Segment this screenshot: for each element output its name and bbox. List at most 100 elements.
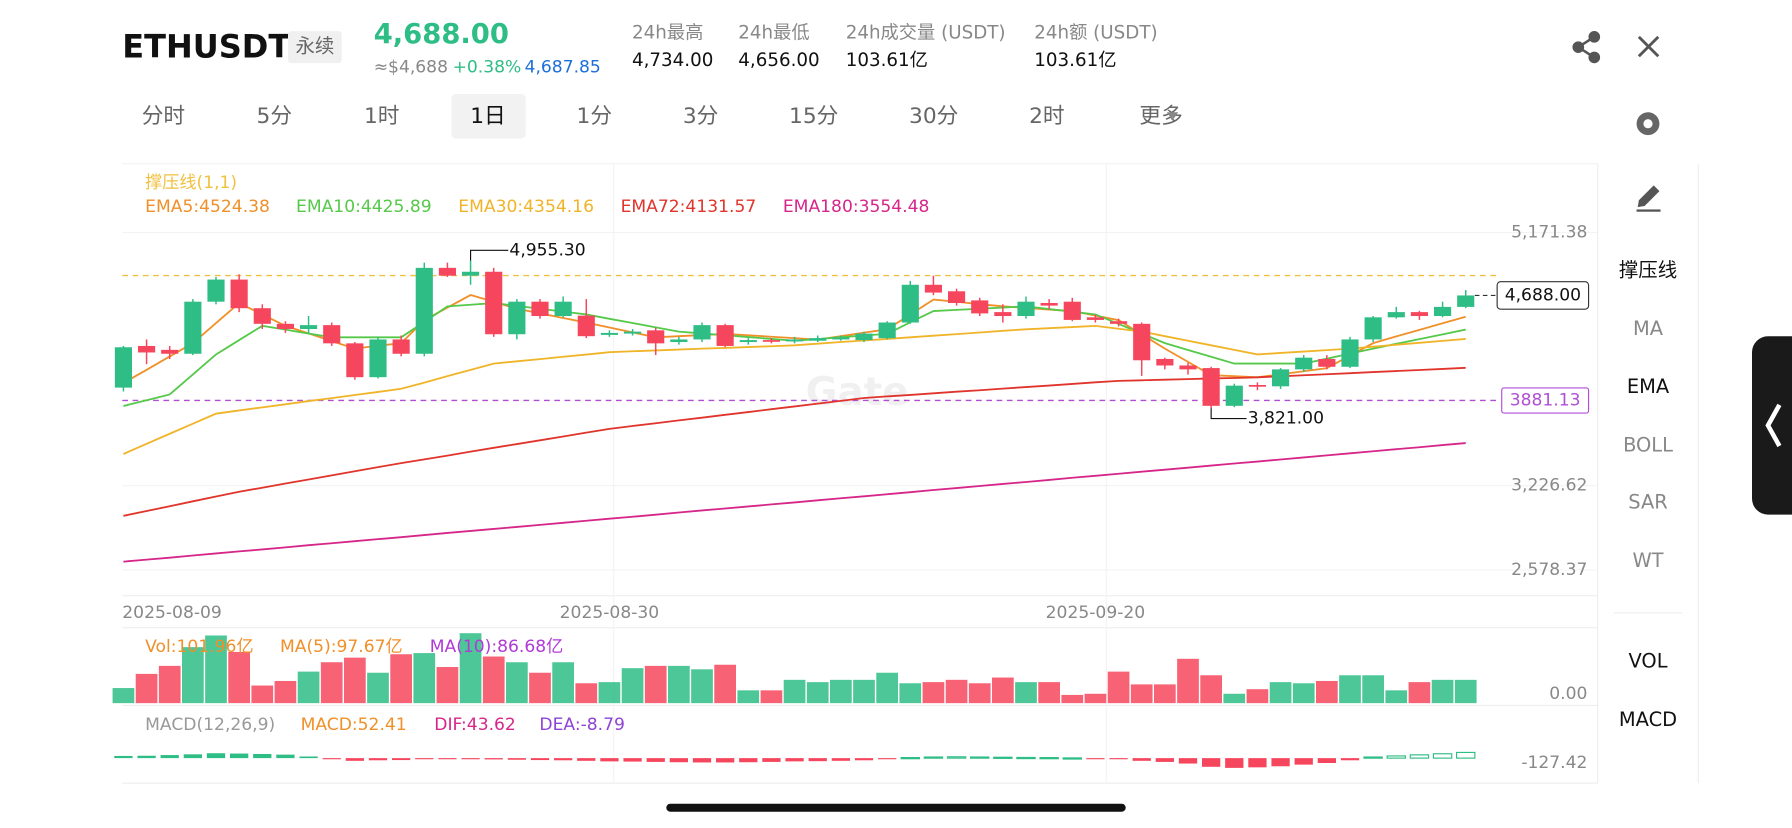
tab[interactable]: 1分 [577,104,613,129]
volume-bar [1015,682,1037,704]
volume-bar [1107,671,1130,704]
drawer-handle[interactable] [1752,336,1792,515]
macd-bar [785,758,804,762]
tag: 永续 [295,35,334,58]
macd-bar [923,756,944,759]
volume-bar [1200,675,1222,704]
price: 4,688.00 [374,19,509,50]
close-icon[interactable] [1637,35,1660,58]
drawer-chevron [1765,403,1782,448]
legend-entry: DEA:-8.79 [539,715,625,735]
tab-active-bg [451,94,526,139]
candle-body [1202,368,1220,406]
candle-body [1063,301,1081,320]
sidebar-item[interactable]: MA [1633,317,1664,340]
volume-bar [552,662,574,704]
candle-body [554,301,572,317]
candle-body [1040,302,1058,306]
candle-body [624,331,642,334]
tab[interactable]: 15分 [789,104,838,129]
change: +0.38% [453,58,522,78]
last-price: 4,688.00 [1505,285,1581,305]
legend-entry: DIF:43.62 [434,715,516,735]
volume-bar [714,664,736,704]
volume-bar [1316,680,1338,704]
macd-bar [230,753,249,759]
tab[interactable]: 2时 [1029,104,1065,129]
level-tag: 3881.13 [1510,390,1581,410]
volume-bar [644,665,667,704]
volume-bar [1130,684,1153,704]
legend-entry: EMA10:4425.89 [296,197,432,217]
volume-bar [1038,682,1060,704]
stat-label: 24h最低 [738,22,809,43]
y-tick-label: 5,171.38 [1511,223,1587,243]
volume-bar [228,651,250,704]
candle-body [994,312,1012,317]
stat-label: 24h额 (USDT) [1034,22,1157,43]
legend-entry: EMA72:4131.57 [621,197,757,217]
candle-body [346,343,364,378]
tab[interactable]: 1时 [364,104,400,129]
tab[interactable]: 3分 [683,104,719,129]
tab[interactable]: 1日 [470,104,506,129]
candle-body [1295,357,1313,370]
symbol: ETHUSDT [122,27,290,65]
min-pointer [1210,408,1247,420]
macd-bar [808,758,827,762]
volume-bar [945,679,968,704]
ema-line [123,366,1466,517]
tab[interactable]: 更多 [1139,104,1182,129]
volume-bar [1292,683,1315,704]
macd-bar [160,755,179,759]
stat-value: 4,734.00 [632,50,713,71]
macd-bar [392,758,411,761]
sidebar-item[interactable]: WT [1632,549,1663,572]
macd-bar [970,756,990,759]
macd-bar [669,758,688,763]
sidebar-item[interactable]: VOL [1628,649,1667,672]
macd-bar [461,758,480,760]
macd-bar [345,758,364,761]
pencil-icon[interactable] [1636,185,1661,212]
mark-price: 4,687.85 [525,58,601,78]
candle-body [716,325,734,346]
macd-bar [1062,757,1082,760]
sidebar-item[interactable]: BOLL [1623,433,1673,456]
candle-body [1457,295,1475,307]
candle-body [1133,323,1151,361]
candle-body [739,340,757,343]
volume-bar [737,690,760,704]
volume-bar [436,667,459,704]
volume-bar [691,669,713,704]
settings-icon[interactable] [1636,112,1660,136]
volume-bar [1269,682,1292,704]
share-icon[interactable] [1572,31,1601,64]
volume-bar [1084,693,1107,704]
sidebar-item[interactable]: SAR [1628,491,1667,514]
volume-bar [482,656,505,704]
macd-bar [854,758,874,761]
tab[interactable]: 分时 [142,104,185,129]
volume-bar [830,679,852,704]
tab[interactable]: 30分 [909,104,958,129]
dropdown-caret [1166,112,1179,121]
macd-bar [1155,758,1174,762]
tab[interactable]: 5分 [257,104,293,129]
macd-bar [1248,758,1267,768]
candle-body [1248,385,1266,387]
volume-bar [1223,693,1246,704]
legend-entry: EMA30:4354.16 [458,197,594,217]
candle-body [1387,312,1405,318]
candle-body [693,325,711,340]
sidebar-item[interactable]: EMA [1627,375,1670,398]
candle-body [1272,369,1290,387]
volume-bar [621,668,644,704]
volume-bar [274,680,297,704]
macd-bar [577,758,596,761]
sidebar-item[interactable]: MACD [1619,708,1677,731]
volume-bar [205,635,227,704]
volume-bar [529,672,551,704]
candle-body [832,337,850,340]
sidebar-item[interactable]: 撑压线 [1619,259,1677,282]
